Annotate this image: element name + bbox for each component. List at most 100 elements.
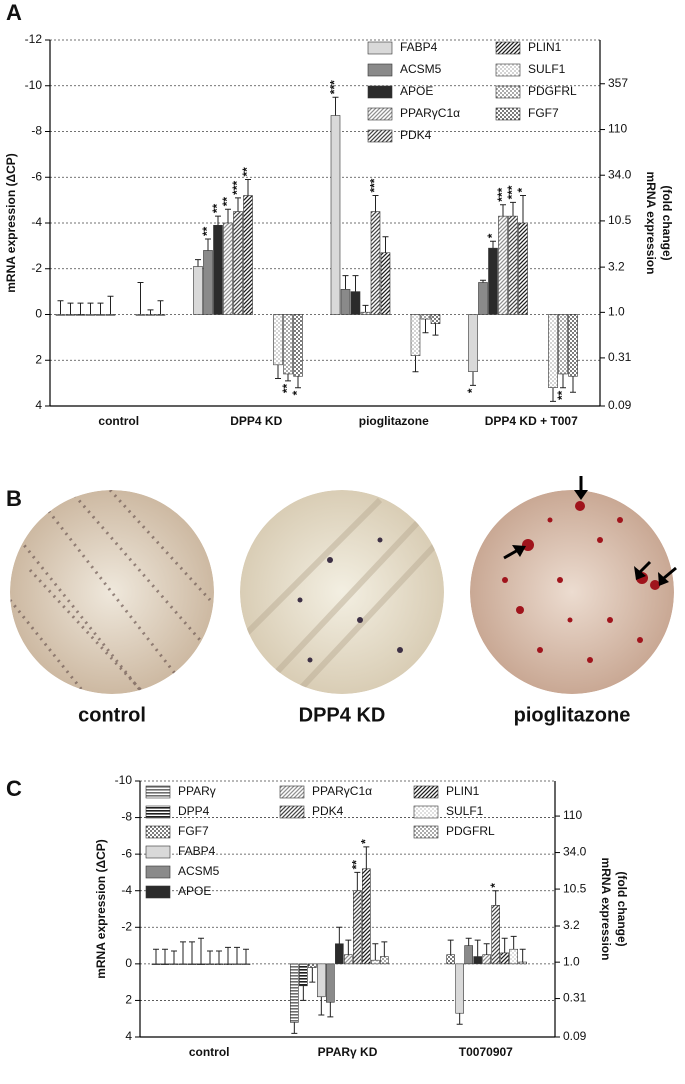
legend-swatch bbox=[495, 41, 521, 55]
error-bar bbox=[492, 890, 499, 906]
bar bbox=[335, 943, 344, 965]
bar bbox=[293, 314, 303, 377]
error-bar bbox=[332, 96, 339, 116]
error-bar bbox=[474, 939, 481, 957]
significance: *** bbox=[368, 178, 382, 192]
bar bbox=[353, 890, 362, 965]
y-tick-label: -4 bbox=[121, 883, 132, 897]
bar bbox=[488, 247, 498, 315]
error-bar bbox=[432, 323, 439, 336]
bar bbox=[241, 963, 251, 965]
legend-label: DPP4 bbox=[178, 804, 210, 818]
y-tick-label: -8 bbox=[121, 810, 132, 824]
micrograph bbox=[10, 490, 214, 694]
error-bar bbox=[490, 240, 496, 249]
bar bbox=[455, 963, 464, 1014]
error-bar bbox=[381, 941, 388, 957]
significance: *** bbox=[328, 80, 342, 94]
bar bbox=[160, 963, 170, 965]
caption: pioglitazone bbox=[514, 704, 631, 726]
legend-swatch bbox=[413, 805, 439, 819]
legend-swatch bbox=[367, 41, 393, 55]
significance: ** bbox=[220, 197, 234, 207]
bar bbox=[187, 963, 197, 965]
bar bbox=[178, 963, 188, 965]
bar bbox=[500, 952, 509, 965]
error-bar bbox=[205, 238, 211, 251]
significance: ** bbox=[280, 384, 294, 394]
legend-swatch bbox=[145, 845, 171, 859]
y2-tick-label: 110 bbox=[563, 808, 582, 822]
y2-axis-title: mRNA expression bbox=[644, 172, 658, 275]
significance: ** bbox=[555, 390, 569, 400]
bar bbox=[283, 314, 293, 375]
x-tick-label: DPP4 KD + T007 bbox=[485, 414, 578, 428]
error-bar bbox=[447, 939, 454, 955]
legend-swatch bbox=[495, 63, 521, 77]
error-bar bbox=[327, 1002, 334, 1018]
y2-tick-label: 0.31 bbox=[608, 350, 632, 364]
error-bar bbox=[465, 937, 472, 946]
legend-label: PPARγ bbox=[178, 784, 216, 798]
bar bbox=[299, 963, 308, 987]
error-bar bbox=[147, 309, 154, 315]
bar bbox=[340, 289, 351, 315]
error-bar bbox=[362, 304, 369, 313]
bar bbox=[491, 905, 500, 965]
y2-tick-label: 1.0 bbox=[563, 954, 580, 968]
error-bar bbox=[195, 259, 201, 267]
error-bar bbox=[570, 376, 576, 393]
legend-swatch bbox=[145, 805, 171, 819]
significance: *** bbox=[505, 185, 519, 199]
y2-tick-label: 357 bbox=[608, 76, 628, 90]
y2-tick-label: 3.2 bbox=[563, 918, 580, 932]
error-bar bbox=[309, 967, 316, 983]
y-axis-title: mRNA expression (ΔCP) bbox=[4, 153, 18, 293]
y2-tick-label: 10.5 bbox=[608, 213, 632, 227]
legend-label: PPARγC1α bbox=[312, 784, 372, 798]
error-bar bbox=[275, 364, 281, 380]
significance: * bbox=[515, 188, 529, 193]
legend-label: PPARγC1α bbox=[400, 106, 460, 120]
y-tick-label: 0 bbox=[125, 956, 132, 970]
error-bar bbox=[137, 281, 144, 315]
x-tick-label: DPP4 KD bbox=[230, 414, 282, 428]
bar bbox=[145, 314, 156, 316]
bar bbox=[213, 224, 223, 315]
significance: ** bbox=[350, 860, 364, 870]
error-bar bbox=[501, 937, 508, 953]
error-bar bbox=[235, 197, 241, 212]
legend-label: SULF1 bbox=[528, 62, 566, 76]
bar bbox=[446, 954, 455, 965]
y2-tick-label: 3.2 bbox=[608, 259, 625, 273]
error-bar bbox=[480, 279, 486, 283]
bar bbox=[362, 868, 371, 965]
y-tick-label: -2 bbox=[31, 261, 42, 275]
error-bar bbox=[180, 941, 186, 964]
error-bar bbox=[412, 355, 419, 373]
error-bar bbox=[162, 948, 168, 964]
legend-label: PLIN1 bbox=[528, 40, 562, 54]
error-bar bbox=[483, 943, 490, 955]
y2-axis-title: mRNA expression bbox=[599, 858, 613, 961]
bar bbox=[326, 963, 335, 1003]
y-tick-label: 2 bbox=[125, 993, 132, 1007]
bar bbox=[380, 956, 389, 965]
error-bar bbox=[352, 275, 359, 292]
y2-tick-label: 0.31 bbox=[563, 991, 587, 1005]
bar bbox=[196, 963, 206, 965]
bar bbox=[518, 961, 527, 965]
error-bar bbox=[510, 201, 516, 217]
legend-label: FGF7 bbox=[528, 106, 559, 120]
error-bar bbox=[382, 236, 389, 253]
error-bar bbox=[291, 1022, 298, 1034]
bar bbox=[371, 959, 380, 965]
y-tick-label: 0 bbox=[35, 307, 42, 321]
legend-swatch bbox=[367, 63, 393, 77]
y2-axis-title: (fold change) bbox=[615, 871, 629, 946]
y2-tick-label: 10.5 bbox=[563, 881, 587, 895]
error-bar bbox=[171, 950, 177, 964]
error-bar bbox=[520, 195, 526, 223]
error-bar bbox=[243, 948, 249, 964]
